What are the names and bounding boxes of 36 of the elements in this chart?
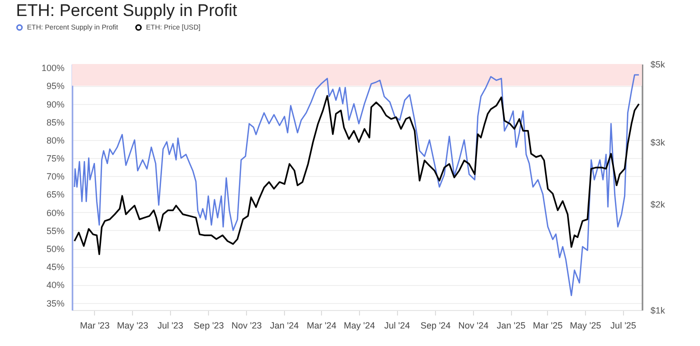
y-tick-label: 90% — [46, 99, 64, 110]
y-tick-label: 50% — [46, 244, 64, 254]
x-tick-label: Nov '24 — [458, 320, 488, 330]
y-tick-label: 55% — [46, 226, 64, 236]
x-tick-label: Jul '25 — [610, 320, 636, 330]
y-tick-label: 100% — [41, 63, 64, 74]
y-tick-label: 40% — [46, 280, 64, 290]
chart-title: ETH: Percent Supply in Profit — [16, 1, 238, 20]
y-tick-label: 35% — [46, 298, 64, 308]
x-tick-label: Mar '25 — [532, 320, 563, 330]
y-tick-label: 65% — [46, 190, 64, 200]
y2-tick-label: $3k — [650, 138, 666, 148]
x-tick-label: Jan '25 — [496, 320, 526, 330]
y-tick-label: 80% — [46, 135, 64, 146]
x-tick-label: Mar '24 — [306, 320, 336, 330]
x-tick-label: Jan '24 — [270, 320, 299, 330]
y2-tick-label: $2k — [650, 200, 666, 210]
x-tick-label: Mar '23 — [80, 320, 110, 330]
line-series — [74, 74, 640, 296]
x-tick-label: May '23 — [116, 320, 148, 330]
y-tick-label: 85% — [46, 117, 64, 128]
y-tick-label: 45% — [46, 262, 64, 272]
y2-tick-label: $5k — [650, 60, 666, 70]
y-tick-label: 95% — [46, 81, 64, 92]
y-tick-label: 75% — [46, 154, 64, 164]
x-tick-label: May '25 — [570, 320, 602, 330]
x-tick-label: Nov '23 — [231, 320, 262, 330]
x-tick-label: Sep '23 — [194, 320, 224, 330]
x-tick-label: May '24 — [344, 320, 375, 330]
x-tick-label: Jul '24 — [384, 320, 410, 330]
y-tick-label: 70% — [46, 172, 64, 182]
x-tick-label: Jul '23 — [158, 320, 184, 330]
x-tick-label: Sep '24 — [420, 320, 451, 330]
y-tick-label: 60% — [46, 208, 64, 218]
y2-tick-label: $1k — [650, 306, 666, 316]
line-series — [74, 95, 640, 256]
